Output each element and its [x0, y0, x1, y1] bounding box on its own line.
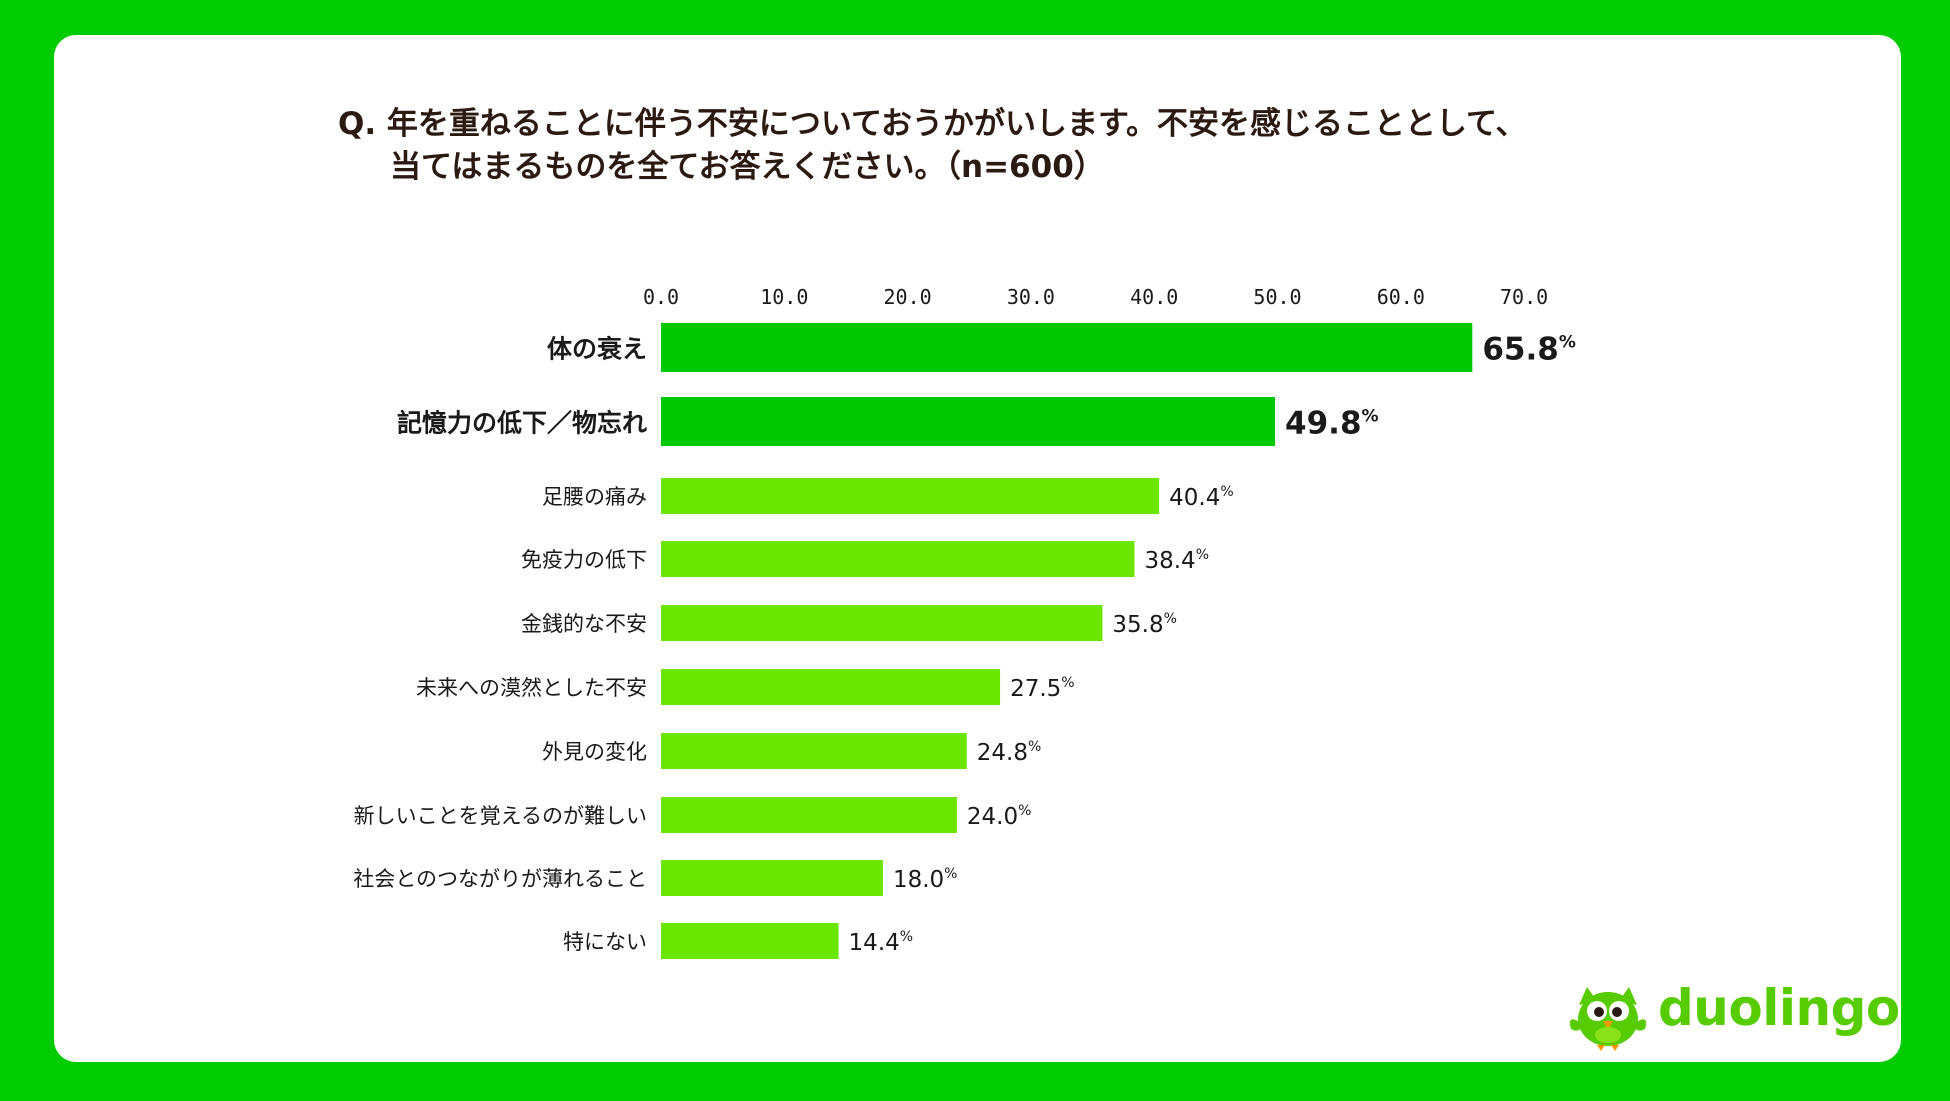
value-label: 27.5%	[1010, 675, 1075, 702]
unit-label: %	[1164, 611, 1177, 627]
x-tick-label: 70.0	[1500, 285, 1548, 309]
unit-label: %	[1061, 675, 1074, 691]
x-tick-label: 50.0	[1253, 285, 1301, 309]
bar	[661, 797, 957, 833]
value-label: 24.0%	[967, 803, 1032, 830]
value-label: 65.8%	[1482, 332, 1576, 368]
bar	[661, 605, 1103, 641]
category-label: 社会とのつながりが薄れること	[353, 867, 647, 891]
category-label: 免疫力の低下	[521, 548, 647, 572]
x-tick-label: 0.0	[643, 285, 679, 309]
category-label: 新しいことを覚えるのが難しい	[354, 804, 647, 828]
value-label: 40.4%	[1169, 484, 1234, 511]
category-label: 記憶力の低下／物忘れ	[397, 409, 647, 438]
value-label: 24.8%	[977, 739, 1042, 766]
bar	[661, 323, 1473, 372]
value-label: 18.0%	[893, 866, 958, 893]
bar	[661, 923, 839, 959]
bar	[661, 478, 1160, 514]
category-label: 体の衰え	[547, 335, 647, 364]
value-label: 38.4%	[1144, 547, 1209, 574]
duo-owl-mascot-icon	[1569, 987, 1647, 1051]
value-label: 14.4%	[849, 929, 914, 956]
title-line-1: Q. 年を重ねることに伴う不安についておうかがいします。不安を感じることとして、	[338, 106, 1527, 142]
unit-label: %	[1028, 739, 1041, 755]
value-label: 35.8%	[1112, 611, 1177, 638]
brand-wordmark: duolingo	[1658, 979, 1900, 1037]
x-tick-label: 60.0	[1377, 285, 1425, 309]
unit-label: %	[1018, 803, 1031, 819]
category-label: 金銭的な不安	[521, 612, 647, 636]
category-label: 特にない	[563, 930, 647, 954]
x-tick-label: 40.0	[1130, 285, 1178, 309]
value-label: 49.8%	[1285, 406, 1379, 442]
duolingo-logo: duolingo	[1565, 975, 1900, 1055]
unit-label: %	[900, 929, 913, 945]
category-label: 未来への漠然とした不安	[416, 676, 647, 700]
question-title: Q. 年を重ねることに伴う不安についておうかがいします。不安を感じることとして、…	[338, 103, 1526, 189]
unit-label: %	[1362, 407, 1379, 427]
title-line-2: 当てはまるものを全てお答えください。（n=600）	[390, 149, 1105, 185]
unit-label: %	[1196, 547, 1209, 563]
unit-label: %	[944, 866, 957, 882]
x-tick-label: 10.0	[760, 285, 808, 309]
unit-label: %	[1559, 333, 1576, 353]
category-label: 外見の変化	[542, 740, 647, 764]
bar	[661, 860, 883, 896]
bar	[661, 669, 1001, 705]
bar	[661, 397, 1276, 446]
category-label: 足腰の痛み	[542, 485, 647, 509]
bar	[661, 541, 1135, 577]
x-tick-label: 20.0	[884, 285, 932, 309]
unit-label: %	[1220, 484, 1233, 500]
bar	[661, 733, 967, 769]
x-tick-label: 30.0	[1007, 285, 1055, 309]
